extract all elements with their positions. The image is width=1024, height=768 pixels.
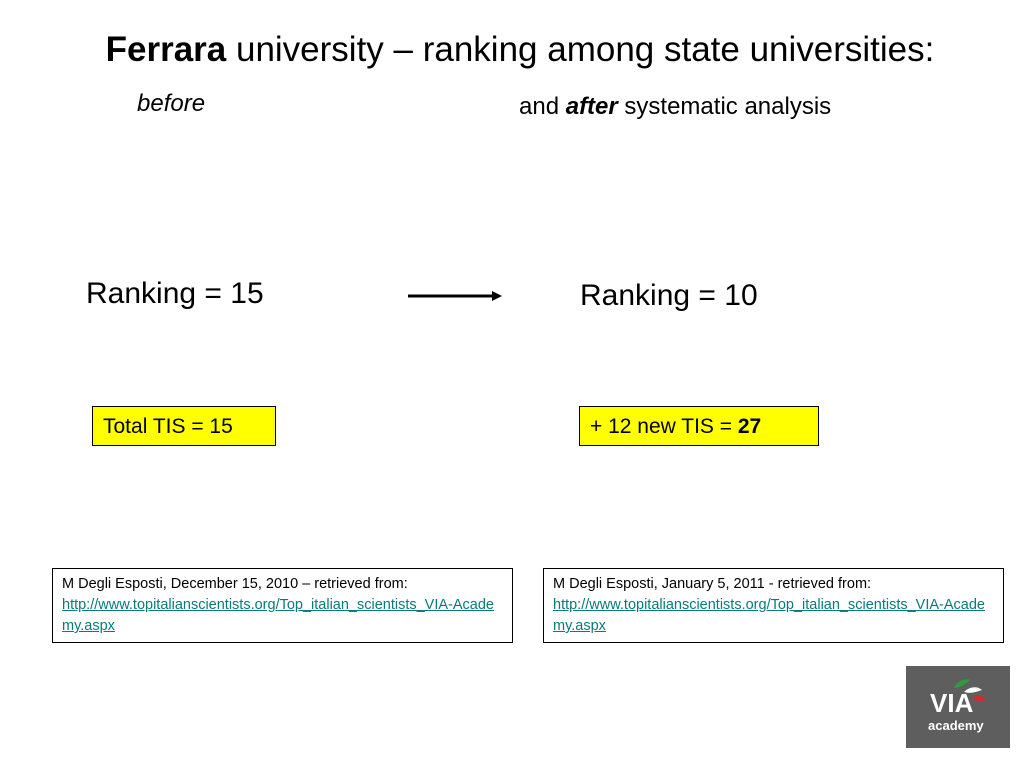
tis-after-box: + 12 new TIS = 27 (579, 406, 819, 446)
logo-leaf-green (954, 679, 970, 688)
before-label: before (137, 90, 206, 117)
tis-after-prefix: + 12 new TIS = (590, 415, 738, 438)
via-academy-logo: VIA academy (906, 666, 1010, 748)
source-after-link[interactable]: http://www.topitalianscientists.org/Top_… (553, 597, 985, 634)
tis-after-value: 27 (737, 415, 762, 438)
after-label: and after systematic analysis (519, 93, 831, 121)
after-emphasis: after (565, 93, 618, 120)
logo-leaf-white (964, 687, 982, 693)
title-bold: Ferrara (105, 30, 227, 69)
ranking-after: Ranking = 10 (580, 279, 758, 312)
ranking-before: Ranking = 15 (86, 277, 264, 310)
title-rest: university – ranking among state univers… (226, 30, 935, 69)
after-suffix: systematic analysis (617, 93, 832, 120)
right-arrow-icon (406, 286, 502, 311)
logo-via-text: VIA (930, 688, 974, 718)
logo-academy-text: academy (928, 718, 984, 733)
after-prefix: and (519, 93, 566, 120)
source-before-box: M Degli Esposti, December 15, 2010 – ret… (52, 568, 513, 643)
source-after-box: M Degli Esposti, January 5, 2011 - retri… (543, 568, 1004, 643)
tis-before-box: Total TIS = 15 (92, 406, 276, 446)
source-after-text: M Degli Esposti, January 5, 2011 - retri… (553, 576, 872, 592)
slide-title: Ferrara university – ranking among state… (0, 30, 1024, 70)
source-before-text: M Degli Esposti, December 15, 2010 – ret… (62, 576, 408, 592)
source-before-link[interactable]: http://www.topitalianscientists.org/Top_… (62, 597, 494, 634)
logo-leaf-red (972, 695, 986, 702)
